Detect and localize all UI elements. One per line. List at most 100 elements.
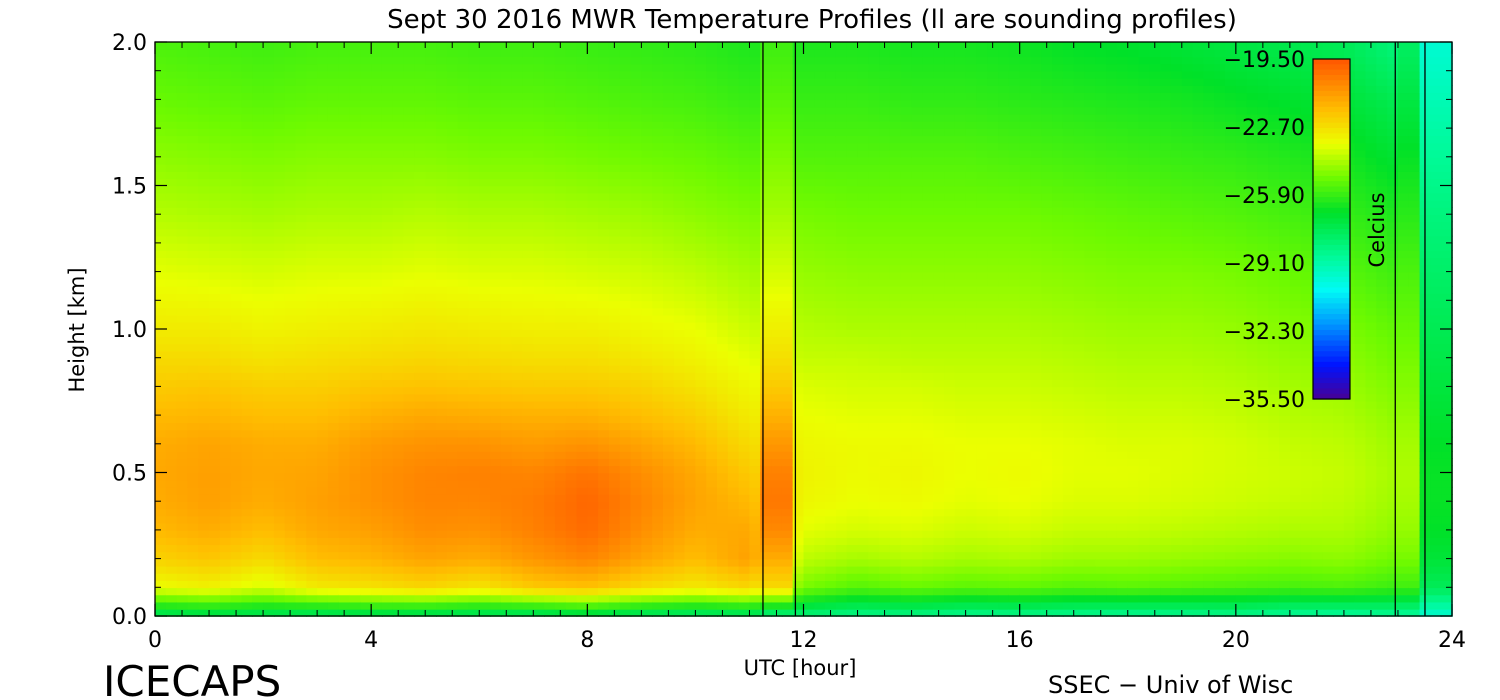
heatmap-cell [522,42,535,50]
heatmap-cell [630,364,643,373]
heatmap-cell [695,49,708,58]
heatmap-cell [781,92,794,101]
heatmap-cell [749,113,762,122]
heatmap-cell [533,429,545,438]
heatmap-cell [457,357,470,366]
heatmap-cell [738,63,751,72]
heatmap-cell [209,113,221,122]
heatmap-cell [576,357,589,366]
heatmap-cell [684,278,697,287]
heatmap-cell [436,156,448,165]
heatmap-cell [317,601,329,610]
heatmap-cell [792,207,805,215]
heatmap-cell [187,544,200,553]
heatmap-cell [673,537,686,546]
heatmap-cell [630,278,643,287]
heatmap-cell [327,558,340,567]
heatmap-cell [209,264,221,273]
heatmap-cell [295,436,308,445]
heatmap-cell [468,587,481,596]
heatmap-cell [155,529,167,538]
heatmap-cell [273,494,286,502]
heatmap-cell [414,49,427,58]
heatmap-cell [630,85,643,94]
heatmap-cell [619,393,632,402]
heatmap-cell [327,207,340,215]
heatmap-cell [641,92,653,101]
heatmap-cell [771,386,783,395]
heatmap-cell [608,336,621,345]
heatmap-cell [403,522,416,531]
heatmap-cell [371,472,383,481]
heatmap-cell [630,529,643,538]
heatmap-cell [155,185,167,194]
heatmap-cell [209,450,221,459]
heatmap-cell [155,393,167,402]
heatmap-cell [165,350,178,359]
heatmap-cell [662,228,675,237]
heatmap-cell [662,572,675,581]
heatmap-cell [360,228,372,237]
heatmap-cell [436,472,448,481]
heatmap-cell [706,106,718,115]
heatmap-cell [533,515,545,524]
heatmap-cell [662,407,675,416]
heatmap-cell [630,250,643,259]
heatmap-cell [825,407,837,416]
heatmap-cell [338,357,351,366]
heatmap-cell [436,443,448,452]
heatmap-cell [436,163,448,172]
heatmap-cell [219,486,232,495]
heatmap-cell [522,92,535,101]
heatmap-cell [533,63,545,72]
heatmap-cell [576,393,589,402]
heatmap-cell [381,70,394,79]
heatmap-cell [760,307,772,316]
heatmap-cell [425,594,437,603]
heatmap-cell [230,501,243,510]
heatmap-cell [684,594,697,603]
heatmap-cell [554,429,567,438]
heatmap-cell [165,443,178,452]
heatmap-cell [446,486,459,495]
heatmap-cell [695,551,708,560]
heatmap-cell [381,250,394,259]
heatmap-cell [381,42,394,50]
heatmap-cell [814,472,826,481]
heatmap-cell [652,300,664,309]
heatmap-cell [522,415,535,424]
heatmap-cell [641,56,653,65]
heatmap-cell [371,221,383,230]
heatmap-cell [738,250,751,259]
heatmap-cell [792,415,805,424]
heatmap-cell [673,85,686,94]
heatmap-cell [273,278,286,287]
heatmap-cell [479,99,491,108]
heatmap-cell [500,156,513,165]
heatmap-cell [814,171,826,180]
heatmap-cell [673,529,686,538]
heatmap-cell [457,494,470,502]
heatmap-cell [219,494,232,502]
heatmap-cell [327,472,340,481]
heatmap-cell [306,357,318,366]
heatmap-cell [219,77,232,86]
heatmap-cell [230,393,243,402]
heatmap-cell [209,537,221,546]
heatmap-cell [544,551,556,560]
heatmap-cell [738,99,751,108]
heatmap-cell [825,494,837,502]
heatmap-cell [468,42,481,50]
heatmap-cell [306,192,318,201]
heatmap-cell [576,257,589,266]
heatmap-cell [511,285,524,294]
heatmap-cell [263,214,275,223]
heatmap-cell [327,436,340,445]
heatmap-cell [760,587,772,596]
heatmap-cell [771,379,783,388]
heatmap-cell [187,321,200,330]
heatmap-cell [738,156,751,165]
heatmap-cell [219,242,232,251]
heatmap-cell [727,56,740,65]
heatmap-cell [662,429,675,438]
